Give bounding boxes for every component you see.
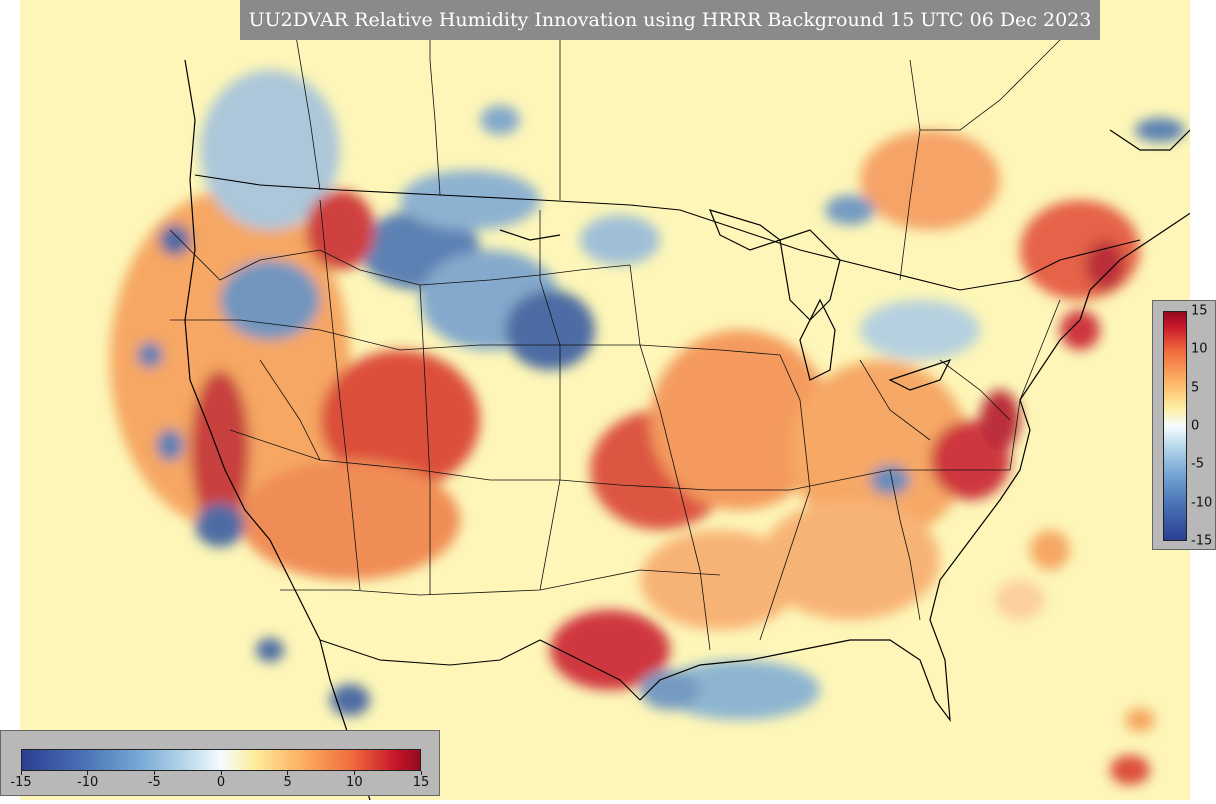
map-panel [20,0,1211,801]
colorbar-tick-mark [353,771,355,775]
colorbar-tick-mark [20,771,22,775]
state-boundaries [169,199,1061,651]
colorbar-tick-label: -15 [10,775,32,790]
colorbar-tick-label: 10 [1191,341,1208,357]
horizontal-colorbar-gradient [21,749,421,771]
colorbar-tick-label: 15 [412,775,430,790]
map-canvas [20,0,1211,801]
colorbar-tick-label: 5 [1191,380,1200,396]
colorbar-tick-label: -15 [1191,533,1213,549]
colorbar-tick-label: 15 [1191,303,1208,319]
colorbar-tick-mark [153,771,155,775]
colorbar-tick-label: -5 [1191,456,1204,472]
colorbar-tick-label: 5 [283,775,292,790]
colorbar-tick-label: -10 [77,775,99,790]
vertical-colorbar: -15 -10 -5 0 5 10 15 [1152,300,1216,550]
colorbar-tick-label: -5 [147,775,161,790]
colorbar-tick-mark [87,771,89,775]
page-title: UU2DVAR Relative Humidity Innovation usi… [248,9,1092,31]
colorbar-tick-label: -10 [1191,495,1213,511]
colorbar-tick-mark [287,771,289,775]
colorbar-tick-label: 0 [216,775,226,790]
colorbar-tick-label: 0 [1191,418,1200,434]
international-border [194,174,1141,701]
title-banner: UU2DVAR Relative Humidity Innovation usi… [240,0,1100,40]
colorbar-tick-mark [420,771,422,775]
coastline [184,59,1211,801]
colorbar-tick-label: 10 [346,775,363,790]
innovation-field [110,70,1185,785]
vertical-colorbar-gradient [1163,311,1187,541]
colorbar-tick-mark [220,771,222,775]
horizontal-colorbar: -15 -10 -5 0 5 10 15 [0,730,440,796]
